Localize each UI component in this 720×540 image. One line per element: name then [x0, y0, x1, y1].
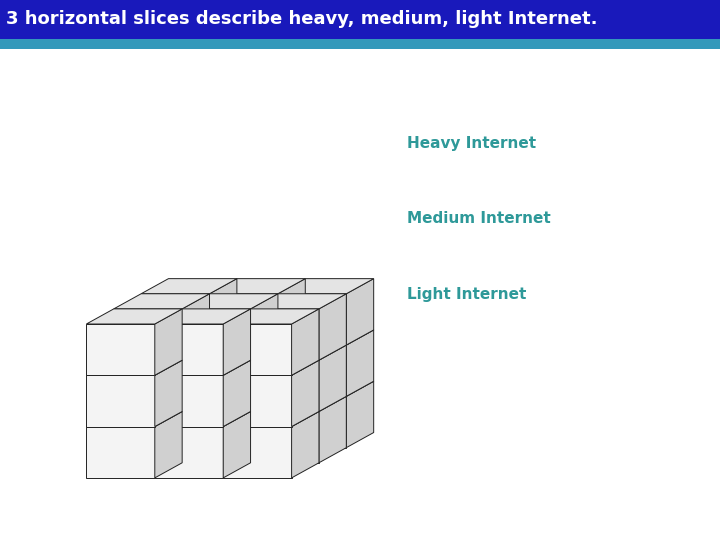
- Polygon shape: [278, 396, 346, 448]
- Polygon shape: [86, 309, 182, 324]
- Polygon shape: [210, 381, 237, 448]
- Polygon shape: [141, 294, 210, 345]
- Polygon shape: [141, 396, 210, 448]
- Polygon shape: [251, 309, 319, 360]
- Text: Light Internet: Light Internet: [407, 287, 526, 302]
- Polygon shape: [292, 309, 319, 375]
- Polygon shape: [155, 324, 223, 375]
- Polygon shape: [141, 330, 237, 345]
- Polygon shape: [223, 309, 319, 324]
- Polygon shape: [251, 345, 346, 360]
- Polygon shape: [251, 294, 346, 309]
- Polygon shape: [182, 345, 278, 360]
- Polygon shape: [251, 294, 278, 360]
- Polygon shape: [155, 360, 182, 427]
- Polygon shape: [182, 294, 278, 309]
- Polygon shape: [319, 294, 346, 360]
- Polygon shape: [223, 427, 292, 478]
- Polygon shape: [114, 294, 210, 309]
- Polygon shape: [182, 309, 251, 360]
- Polygon shape: [114, 360, 182, 411]
- Polygon shape: [182, 396, 278, 411]
- Polygon shape: [182, 345, 210, 411]
- Polygon shape: [223, 375, 292, 427]
- Polygon shape: [278, 279, 374, 294]
- Polygon shape: [210, 330, 237, 396]
- Polygon shape: [346, 330, 374, 396]
- Polygon shape: [292, 360, 319, 427]
- Polygon shape: [155, 411, 182, 478]
- Polygon shape: [210, 396, 278, 448]
- Bar: [0, 39, 720, 49]
- Polygon shape: [223, 360, 319, 375]
- Polygon shape: [114, 309, 182, 360]
- Polygon shape: [346, 381, 374, 448]
- Polygon shape: [86, 427, 155, 478]
- Polygon shape: [155, 309, 251, 324]
- Polygon shape: [319, 396, 346, 463]
- Polygon shape: [182, 411, 251, 463]
- Polygon shape: [141, 345, 210, 396]
- Polygon shape: [210, 381, 305, 396]
- Polygon shape: [182, 360, 251, 411]
- Polygon shape: [223, 309, 251, 375]
- Polygon shape: [86, 360, 182, 375]
- Polygon shape: [86, 375, 155, 427]
- Polygon shape: [155, 309, 182, 375]
- Polygon shape: [346, 279, 374, 345]
- Bar: [0, 0, 720, 39]
- Polygon shape: [278, 381, 374, 396]
- Polygon shape: [251, 396, 346, 411]
- Polygon shape: [251, 345, 278, 411]
- Polygon shape: [223, 360, 251, 427]
- Polygon shape: [182, 294, 210, 360]
- Polygon shape: [210, 294, 278, 345]
- Polygon shape: [155, 427, 223, 478]
- Polygon shape: [319, 345, 346, 411]
- Polygon shape: [251, 396, 278, 463]
- Polygon shape: [210, 330, 305, 345]
- Polygon shape: [278, 345, 346, 396]
- Polygon shape: [210, 345, 278, 396]
- Polygon shape: [278, 330, 305, 396]
- Polygon shape: [251, 411, 319, 463]
- Polygon shape: [141, 381, 237, 396]
- Polygon shape: [155, 411, 251, 427]
- Polygon shape: [86, 411, 182, 427]
- Polygon shape: [155, 360, 251, 375]
- Text: Heavy Internet: Heavy Internet: [407, 136, 536, 151]
- Text: 3 horizontal slices describe heavy, medium, light Internet.: 3 horizontal slices describe heavy, medi…: [6, 10, 598, 29]
- Polygon shape: [114, 396, 210, 411]
- Polygon shape: [114, 411, 182, 463]
- Polygon shape: [251, 360, 319, 411]
- Polygon shape: [278, 330, 374, 345]
- Polygon shape: [182, 396, 210, 463]
- Polygon shape: [86, 324, 155, 375]
- Polygon shape: [155, 375, 223, 427]
- Polygon shape: [210, 279, 237, 345]
- Polygon shape: [210, 279, 305, 294]
- Polygon shape: [278, 279, 305, 345]
- Polygon shape: [292, 411, 319, 478]
- Polygon shape: [223, 411, 319, 427]
- Polygon shape: [223, 324, 292, 375]
- Text: Medium Internet: Medium Internet: [407, 211, 551, 226]
- Polygon shape: [278, 294, 346, 345]
- Polygon shape: [223, 411, 251, 478]
- Polygon shape: [141, 279, 237, 294]
- Polygon shape: [278, 381, 305, 448]
- Polygon shape: [114, 345, 210, 360]
